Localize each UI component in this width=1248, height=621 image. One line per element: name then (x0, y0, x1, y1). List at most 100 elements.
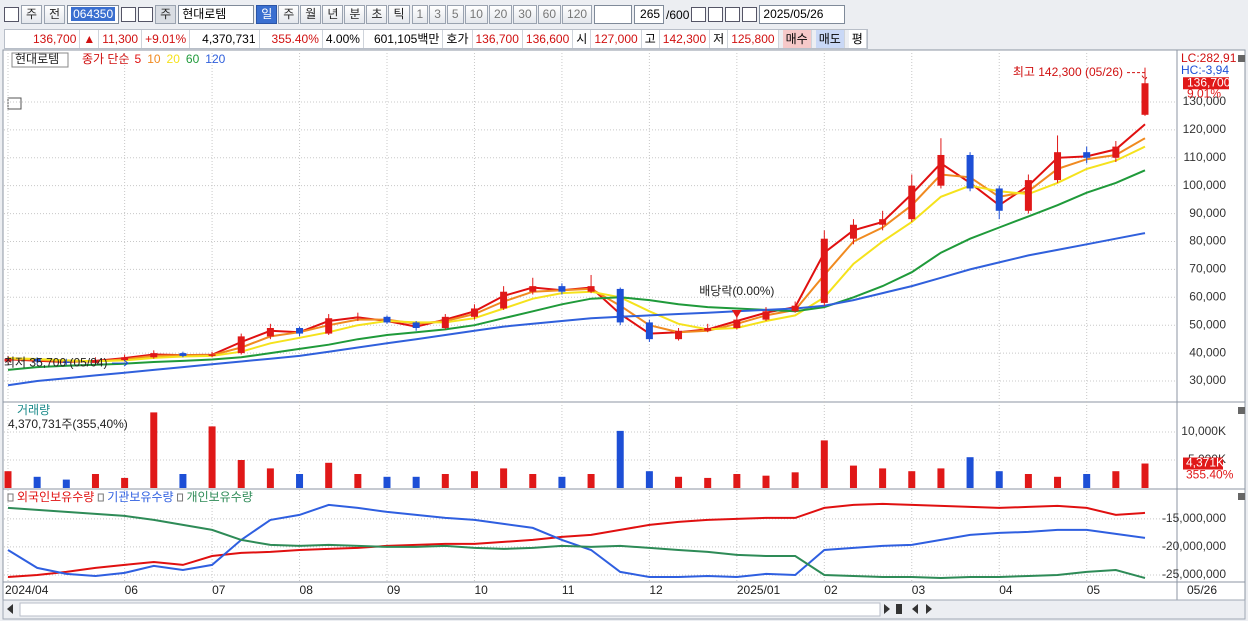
tool-icon[interactable] (708, 7, 724, 22)
volume-bar (675, 476, 683, 488)
volume-bar (762, 475, 770, 488)
high: 142,300 (659, 30, 711, 48)
candle-body (529, 286, 537, 292)
interval-button[interactable]: 60 (537, 5, 562, 24)
x-tick-label: 05 (1087, 583, 1101, 597)
max-count: /600 (666, 7, 690, 22)
candle-body (470, 308, 478, 317)
legend-entry: 기관보유수량 (107, 490, 173, 504)
date-input[interactable]: 2025/05/26 (759, 5, 846, 24)
chart-frame (2, 49, 1246, 601)
table-icon[interactable] (7, 97, 22, 110)
legend-marker (97, 493, 104, 502)
interval-button[interactable]: 1 (411, 5, 429, 24)
volume-bar (1054, 476, 1062, 488)
volume-bar (558, 476, 566, 488)
volume-bar (179, 474, 187, 488)
candle-body (33, 358, 41, 362)
prev-button[interactable]: 전 (44, 5, 66, 24)
amount: 601,105백만 (363, 30, 444, 48)
layout-icon[interactable] (4, 7, 19, 22)
candle-body (325, 318, 333, 334)
period-button[interactable]: 초 (366, 5, 388, 24)
sound-icon[interactable] (138, 7, 154, 22)
code: 064350 (71, 7, 116, 21)
scroll-track[interactable] (19, 602, 881, 617)
candle-body (616, 288, 624, 323)
period-button[interactable]: 년 (322, 5, 344, 24)
volume-bar (704, 477, 712, 488)
volume-bar (121, 477, 129, 488)
bid: 136,600 (522, 30, 574, 48)
period-type[interactable]: 주 (21, 5, 43, 24)
candle-body (937, 154, 945, 186)
legend-entry: 120 (205, 52, 225, 66)
low-label: 최저 35,700 (05/04) (4, 355, 107, 369)
y-tick-label: 100,000 (1183, 178, 1227, 192)
volume-bar (354, 474, 362, 488)
volume-bar (616, 430, 624, 488)
volume-bar (995, 471, 1003, 488)
volume-bar (849, 465, 857, 488)
volume-bar (1112, 471, 1120, 488)
interval-button[interactable]: 20 (488, 5, 513, 24)
hc-label: HC:-3,94 (1181, 63, 1229, 77)
interval-button[interactable]: 5 (446, 5, 464, 24)
candle-body (1141, 83, 1149, 115)
avg-button[interactable]: 평 (848, 30, 867, 48)
close-icon[interactable] (1238, 55, 1245, 62)
interval-button[interactable]: 120 (562, 5, 593, 24)
code-input[interactable]: 064350 (67, 5, 120, 24)
close-icon[interactable] (1238, 407, 1245, 414)
volume-bar (208, 426, 216, 488)
scroll-left[interactable] (7, 604, 13, 614)
buy-button[interactable]: 매수 (782, 30, 812, 48)
volume-bar (150, 412, 158, 488)
legend-marker (7, 493, 14, 502)
y-tick-label: -20,000,000 (1162, 539, 1226, 553)
interval-button[interactable]: 10 (464, 5, 488, 24)
lc-label: LC:282,91 (1181, 51, 1237, 65)
period-button[interactable]: 틱 (388, 5, 410, 24)
y-tick-label: 70,000 (1189, 262, 1226, 276)
save-icon[interactable] (725, 7, 741, 22)
stock-name[interactable]: 현대로템 (178, 5, 255, 24)
period-button[interactable]: 월 (300, 5, 322, 24)
event-marker (731, 310, 742, 318)
volume-bar (91, 474, 99, 488)
volume-bar (587, 474, 595, 488)
close-icon[interactable] (1238, 493, 1245, 500)
count[interactable]: 265 (634, 5, 665, 24)
market-badge: 주 (155, 5, 177, 24)
y-tick-label: -15,000,000 (1162, 511, 1226, 525)
x-tick-label: 06 (125, 583, 139, 597)
period-button[interactable]: 분 (344, 5, 366, 24)
arrow: ▲ (80, 30, 100, 48)
moving-average (7, 232, 1146, 387)
high-label: 고 (641, 30, 660, 48)
low-label: 저 (710, 30, 729, 48)
indicator-label: 종가 단순 (82, 52, 130, 66)
holding-line (7, 502, 1146, 578)
scroll-controls[interactable] (884, 604, 932, 614)
volume-bar (937, 468, 945, 488)
last-value-box (1183, 457, 1223, 470)
moving-average (7, 169, 1146, 371)
turnover: 4.00% (322, 30, 364, 48)
interval-button[interactable]: 30 (513, 5, 537, 24)
volume-bar (733, 474, 741, 488)
chart-title: 현대로템 (15, 52, 59, 66)
settings-icon[interactable] (742, 7, 758, 22)
sell-button[interactable]: 매도 (815, 30, 845, 48)
volume-bar (645, 471, 653, 488)
search-icon[interactable] (121, 7, 137, 22)
tool-icon[interactable] (691, 7, 707, 22)
interval-button[interactable]: 3 (429, 5, 446, 24)
volume-bar (820, 440, 828, 488)
period-button[interactable]: 주 (278, 5, 300, 24)
x-tick-label: 04 (999, 583, 1013, 597)
interval-select[interactable] (594, 5, 633, 24)
period-button[interactable]: 일 (256, 5, 278, 24)
change-label: 9.01% (1187, 86, 1221, 100)
